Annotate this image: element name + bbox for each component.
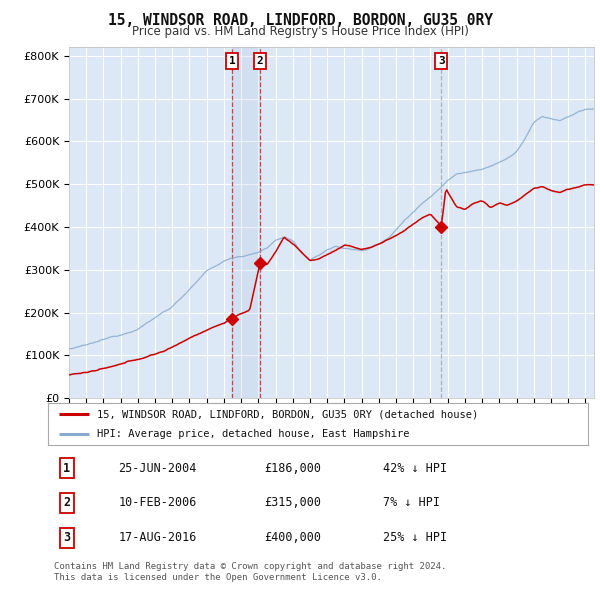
Text: HPI: Average price, detached house, East Hampshire: HPI: Average price, detached house, East… — [97, 428, 409, 438]
Text: 3: 3 — [64, 532, 70, 545]
Text: 2: 2 — [64, 496, 70, 510]
Text: £186,000: £186,000 — [264, 461, 321, 474]
Bar — [232, 47, 260, 398]
Text: 25% ↓ HPI: 25% ↓ HPI — [383, 532, 447, 545]
Text: 7% ↓ HPI: 7% ↓ HPI — [383, 496, 440, 510]
Text: 10-FEB-2006: 10-FEB-2006 — [118, 496, 197, 510]
Text: Price paid vs. HM Land Registry's House Price Index (HPI): Price paid vs. HM Land Registry's House … — [131, 25, 469, 38]
Text: 17-AUG-2016: 17-AUG-2016 — [118, 532, 197, 545]
Text: 15, WINDSOR ROAD, LINDFORD, BORDON, GU35 0RY: 15, WINDSOR ROAD, LINDFORD, BORDON, GU35… — [107, 13, 493, 28]
Text: 2: 2 — [257, 56, 263, 66]
Text: 3: 3 — [438, 56, 445, 66]
Text: £315,000: £315,000 — [264, 496, 321, 510]
Text: 1: 1 — [229, 56, 236, 66]
Text: 25-JUN-2004: 25-JUN-2004 — [118, 461, 197, 474]
Text: 42% ↓ HPI: 42% ↓ HPI — [383, 461, 447, 474]
Text: £400,000: £400,000 — [264, 532, 321, 545]
Text: 15, WINDSOR ROAD, LINDFORD, BORDON, GU35 0RY (detached house): 15, WINDSOR ROAD, LINDFORD, BORDON, GU35… — [97, 409, 478, 419]
Text: 1: 1 — [64, 461, 70, 474]
Text: Contains HM Land Registry data © Crown copyright and database right 2024.
This d: Contains HM Land Registry data © Crown c… — [54, 562, 446, 582]
